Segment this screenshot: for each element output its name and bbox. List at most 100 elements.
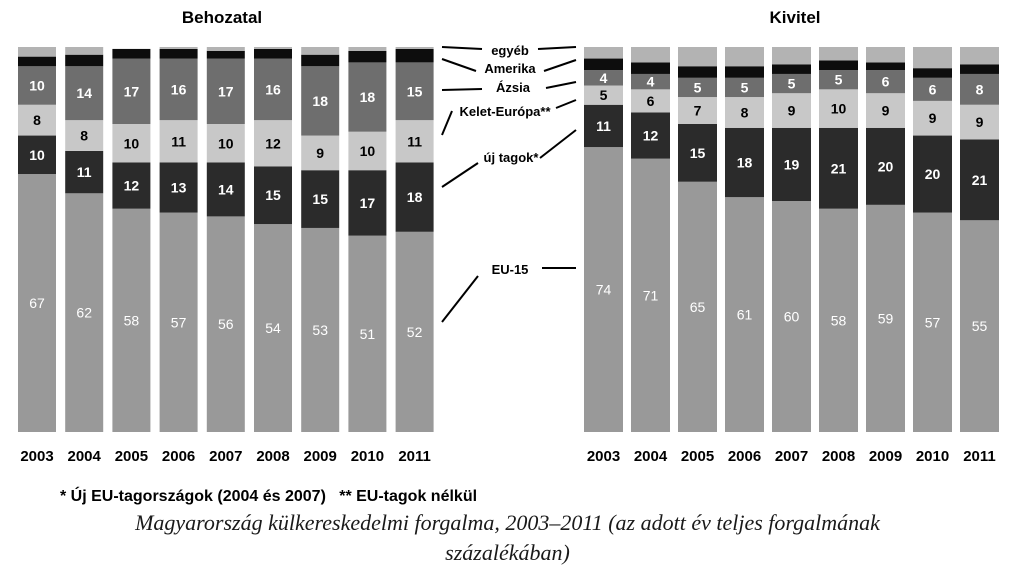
x-tick-label: 2007 <box>209 448 242 465</box>
bar-segment <box>584 147 623 432</box>
bar-segment <box>159 120 198 163</box>
bar-segment <box>18 56 56 67</box>
data-label: 52 <box>407 324 423 340</box>
bar-segment <box>913 68 952 78</box>
bar-segment <box>395 162 434 232</box>
bar-segment <box>18 104 56 136</box>
data-label: 5 <box>600 87 608 103</box>
legend-leader-line <box>441 162 479 188</box>
bar-segment <box>866 204 905 432</box>
chart-title: Kivitel <box>769 8 820 27</box>
bar-segment <box>960 104 999 140</box>
data-label: 20 <box>878 158 894 174</box>
legend-leader-line <box>441 58 477 72</box>
bar-segment <box>772 93 811 128</box>
data-label: 13 <box>171 180 187 196</box>
bar-segment <box>866 93 905 128</box>
data-label: 7 <box>694 103 702 119</box>
bar-segment <box>960 47 999 65</box>
data-label: 51 <box>360 326 376 342</box>
bar-segment <box>206 50 245 59</box>
bar-segment <box>159 162 198 213</box>
bar-segment <box>960 73 999 105</box>
bar-segment <box>65 66 104 121</box>
data-label: 14 <box>76 85 92 101</box>
legend-leader-line <box>441 110 453 136</box>
data-label: 11 <box>407 133 422 149</box>
bar-segment <box>348 62 387 132</box>
data-label: 19 <box>784 156 800 172</box>
bar-segment <box>18 174 56 433</box>
x-tick-label: 2004 <box>68 448 102 465</box>
data-label: 57 <box>925 314 941 330</box>
bar-segment <box>254 166 292 225</box>
data-label: 18 <box>312 93 328 109</box>
data-label: 8 <box>80 128 88 144</box>
data-label: 15 <box>690 145 706 161</box>
bar-segment <box>254 58 292 121</box>
data-label: 53 <box>312 322 328 338</box>
data-label: 9 <box>882 103 890 119</box>
x-tick-label: 2010 <box>916 448 949 465</box>
data-label: 5 <box>788 76 796 92</box>
data-label: 10 <box>124 135 140 151</box>
bar-segment <box>395 120 434 163</box>
x-tick-label: 2006 <box>162 448 195 465</box>
bar-segment <box>866 70 905 94</box>
data-label: 11 <box>171 133 186 149</box>
bar-segment <box>112 124 151 163</box>
bar-segment <box>678 181 717 432</box>
bar-segment <box>65 47 104 55</box>
bar-segment <box>584 104 623 148</box>
bar-segment <box>395 62 434 121</box>
bar-segment <box>159 48 198 59</box>
bar-segment <box>348 131 387 171</box>
data-label: 6 <box>929 81 937 97</box>
data-label: 57 <box>171 314 187 330</box>
bar-segment <box>678 47 717 67</box>
bar-segment <box>913 135 952 213</box>
bar-segment <box>913 212 952 432</box>
bar-segment <box>18 66 56 105</box>
bar-segment <box>725 47 764 67</box>
data-label: 11 <box>77 164 92 180</box>
bar-segment <box>159 47 198 49</box>
x-tick-label: 2005 <box>115 448 148 465</box>
x-tick-label: 2008 <box>822 448 855 465</box>
data-label: 60 <box>784 309 800 325</box>
bar-segment <box>819 60 858 71</box>
bar-segment <box>725 97 764 128</box>
data-label: 11 <box>596 118 611 134</box>
data-label: 58 <box>124 312 140 328</box>
data-label: 62 <box>76 305 92 321</box>
data-label: 6 <box>647 93 655 109</box>
data-label: 21 <box>972 172 988 188</box>
bar-segment <box>301 135 340 171</box>
bar-segment <box>819 89 858 128</box>
bar-segment <box>960 64 999 74</box>
footnotes: * Új EU-tagországok (2004 és 2007) ** EU… <box>60 488 478 505</box>
data-label: 10 <box>29 147 45 163</box>
bar-segment <box>678 124 717 182</box>
bar-segment <box>206 216 245 432</box>
bar-segment <box>819 127 858 209</box>
bar-segment <box>348 50 387 63</box>
bar-segment <box>584 47 623 59</box>
x-tick-label: 2003 <box>20 448 53 465</box>
data-label: 9 <box>929 110 937 126</box>
data-label: 16 <box>171 81 187 97</box>
bar-segment <box>725 66 764 78</box>
bar-segment <box>913 77 952 101</box>
bar-segment <box>772 47 811 65</box>
bar-segment <box>819 208 858 432</box>
bar-segment <box>112 162 151 209</box>
data-label: 15 <box>312 191 328 207</box>
bar-segment <box>678 66 717 78</box>
data-label: 18 <box>407 189 423 205</box>
bar-segment <box>301 66 340 136</box>
data-label: 9 <box>788 103 796 119</box>
bar-segment <box>112 58 151 124</box>
bar-segment <box>631 73 670 90</box>
data-label: 71 <box>643 287 659 303</box>
data-label: 12 <box>124 178 140 194</box>
